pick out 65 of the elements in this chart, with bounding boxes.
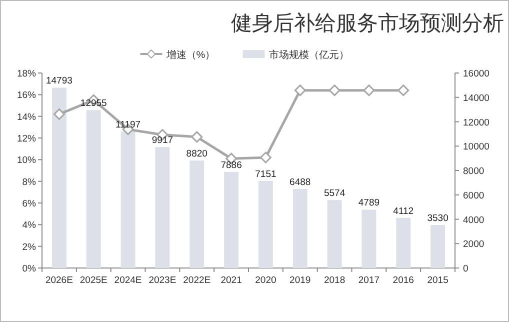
point — [53, 108, 65, 120]
y-tick-label: 16% — [16, 90, 37, 102]
data-label: 9917 — [152, 135, 174, 146]
bar — [155, 147, 170, 268]
x-tick-label: 2018 — [324, 275, 346, 286]
x-tick-label: 2025E — [80, 275, 108, 286]
bar — [120, 132, 136, 268]
y2-tick-label: 2000 — [463, 239, 484, 250]
bar — [327, 200, 342, 268]
x-tick-label: 2023E — [148, 275, 176, 286]
y-tick-label: 2% — [22, 242, 37, 253]
legend-label: 增速（%） — [165, 49, 216, 61]
y-tick-label: 4% — [22, 220, 37, 232]
bar — [292, 188, 308, 268]
data-label: 6488 — [290, 176, 311, 188]
data-label: 3530 — [427, 212, 448, 224]
x-tick-label: 2017 — [358, 275, 380, 286]
y-tick-label: 18% — [16, 68, 37, 80]
y2-tick-label: 14000 — [463, 92, 490, 104]
y2-tick-label: 16000 — [463, 68, 490, 80]
y-tick-label: 6% — [22, 198, 37, 210]
y2-tick-label: 8000 — [463, 166, 484, 177]
data-label: 4789 — [358, 198, 380, 209]
data-label: 4112 — [393, 206, 414, 217]
data-label: 8820 — [186, 148, 208, 160]
legend-label: 市场规模（亿元） — [268, 49, 349, 61]
x-tick-label: 2015 — [427, 275, 448, 286]
y2-tick-label: 12000 — [463, 117, 490, 128]
x-tick-label: 2021 — [220, 275, 242, 286]
y-tick-label: 12% — [16, 134, 37, 144]
x-tick-label: 2020 — [255, 275, 276, 286]
x-tick-label: 2024E — [114, 275, 142, 286]
bar — [430, 224, 446, 268]
y2-tick-label: 4000 — [463, 214, 484, 226]
y2-tick-label: 10000 — [463, 142, 490, 153]
point — [294, 84, 306, 96]
data-label: 7886 — [220, 160, 242, 171]
point — [363, 84, 375, 96]
bar — [362, 210, 376, 268]
data-label: 14793 — [46, 76, 72, 87]
bar — [224, 172, 239, 268]
y2-tick-label: 6000 — [463, 190, 484, 202]
bar — [190, 160, 204, 268]
data-label: 11197 — [116, 120, 141, 131]
y2-tick-label: 0 — [463, 264, 468, 274]
bar — [86, 110, 101, 268]
bar — [396, 218, 411, 268]
point — [191, 131, 203, 143]
bar — [258, 180, 273, 268]
data-label: 12955 — [80, 98, 107, 110]
point — [398, 84, 410, 96]
data-label: 7151 — [255, 168, 276, 180]
y-tick-label: 10% — [16, 155, 37, 166]
x-tick-label: 2026E — [45, 275, 73, 286]
y-tick-label: 0% — [22, 264, 37, 274]
x-tick-label: 2016 — [392, 275, 414, 286]
x-tick-label: 2022E — [183, 275, 211, 286]
chart-title: 健身后补给服务市场预测分析 — [231, 12, 504, 35]
y-tick-label: 8% — [22, 176, 37, 188]
point — [260, 152, 272, 164]
data-label: 5574 — [324, 188, 346, 200]
y-tick-label: 14% — [16, 112, 37, 123]
x-tick-label: 2019 — [290, 275, 311, 286]
bar — [52, 88, 66, 268]
point — [328, 84, 340, 96]
